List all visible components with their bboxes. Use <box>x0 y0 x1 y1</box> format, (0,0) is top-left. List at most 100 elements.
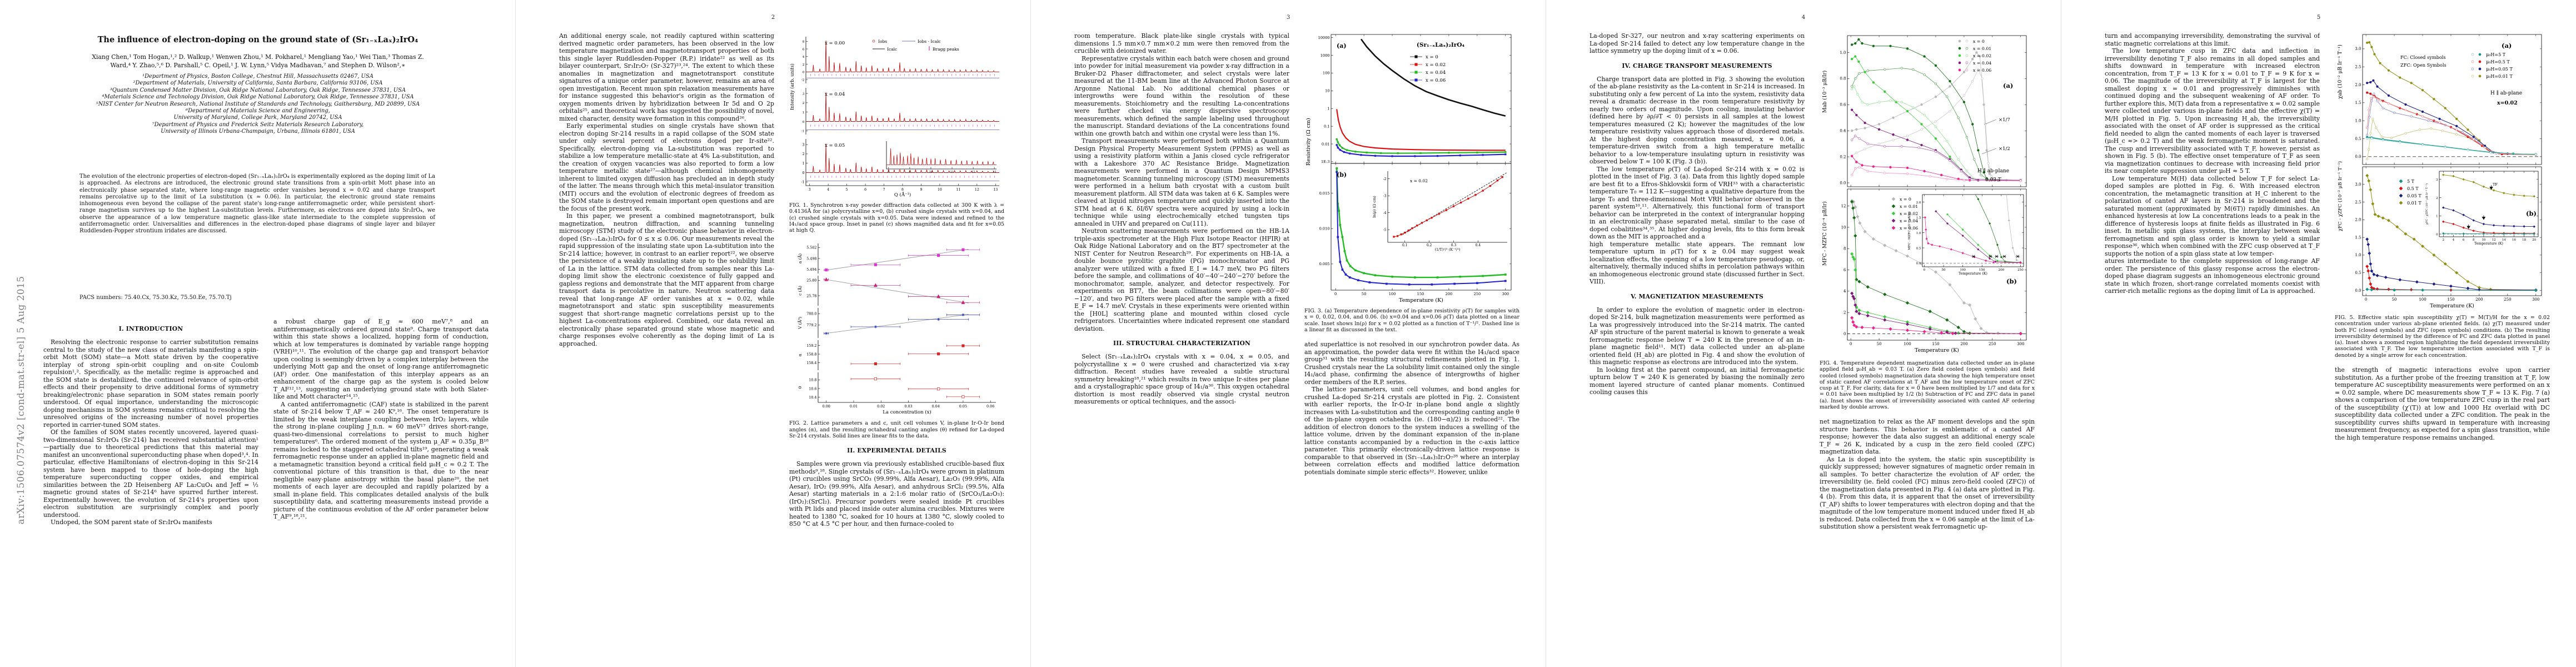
column-right: 1E-3 0.01 0.1 1 10 100 1000 10000 0 50 100 150 200 25… <box>1304 32 1519 476</box>
svg-text:2.5: 2.5 <box>2355 200 2361 205</box>
paragraph: La-doped Sr-327, our neutron and x-ray s… <box>1590 32 1805 54</box>
paragraph: As La is doped into the system, the stat… <box>1820 455 2035 531</box>
svg-text:8: 8 <box>803 41 805 44</box>
svg-text:Iobs: Iobs <box>878 39 887 44</box>
svg-text:2: 2 <box>803 152 805 156</box>
page-number: 2 <box>771 14 775 21</box>
svg-text:2: 2 <box>803 102 805 105</box>
svg-text:10: 10 <box>1325 89 1329 93</box>
svg-text:16: 16 <box>2512 238 2516 242</box>
svg-text:1: 1 <box>2436 215 2438 218</box>
svg-text:50: 50 <box>1877 342 1882 346</box>
svg-text:0: 0 <box>803 71 805 74</box>
page-number: 5 <box>2316 14 2321 21</box>
title-block: The influence of electron-doping on the … <box>36 34 480 136</box>
svg-text:3.0: 3.0 <box>2355 47 2361 51</box>
svg-text:100: 100 <box>1960 268 1966 272</box>
paragraph: In this paper, we present a combined mag… <box>559 212 774 347</box>
paragraph: high temperature metallic state appears.… <box>1590 240 1805 286</box>
svg-text:Mab (10⁻³ μB/Ir): Mab (10⁻³ μB/Ir) <box>1822 71 1828 113</box>
svg-text:8: 8 <box>1843 247 1846 251</box>
svg-text:100: 100 <box>1904 342 1911 346</box>
columns: I. INTRODUCTION Resolving the electronic … <box>43 318 489 526</box>
column-left: La-doped Sr-327, our neutron and x-ray s… <box>1590 32 1805 531</box>
section-heading: III. STRUCTURAL CHARACTERIZATION <box>1113 340 1250 347</box>
svg-text:10000: 10000 <box>1318 36 1330 40</box>
svg-text:1.5: 1.5 <box>2355 101 2361 105</box>
svg-text:150: 150 <box>2447 297 2454 302</box>
svg-text:-2: -2 <box>1383 177 1387 181</box>
svg-text:4: 4 <box>1843 289 1846 293</box>
svg-text:0.4: 0.4 <box>1840 128 1846 133</box>
figure-fig3: 1E-3 0.01 0.1 1 10 100 1000 10000 0 50 100 150 200 25… <box>1306 34 1512 303</box>
svg-text:0.2: 0.2 <box>1840 155 1846 159</box>
column-left: room temperature. Black plate-like singl… <box>1074 32 1289 476</box>
page-1: The influence of electron-doping on the … <box>0 0 515 667</box>
paragraph: The low temperature cusp in ZFC data and… <box>2105 47 2320 175</box>
svg-text:150: 150 <box>1417 292 1424 296</box>
affiliation: ³Quantum Condensed Matter Division, Oak … <box>109 87 406 93</box>
svg-text:20: 20 <box>2532 238 2536 242</box>
affiliations: ¹Department of Physics, Boston College, … <box>36 73 480 136</box>
svg-text:La concentration (x): La concentration (x) <box>883 409 931 415</box>
svg-text:0: 0 <box>1924 268 1926 272</box>
column-left: An additional energy scale, not readily … <box>559 32 774 528</box>
svg-text:ln(ρ) (Ω cm): ln(ρ) (Ω cm) <box>1372 196 1377 218</box>
svg-text:Q (Å⁻¹): Q (Å⁻¹) <box>894 191 911 198</box>
paragraph: Low temperature M(H) data collected belo… <box>2105 175 2320 257</box>
svg-text:18: 18 <box>2522 238 2526 242</box>
svg-text:x = 0.01: x = 0.01 <box>1900 204 1918 209</box>
paragraph: Neutron scattering measurements were per… <box>1074 227 1289 332</box>
svg-text:10.4: 10.4 <box>809 395 816 400</box>
svg-text:0.05 T: 0.05 T <box>2407 193 2421 198</box>
svg-text:12: 12 <box>975 188 979 192</box>
svg-text:-2: -2 <box>801 78 805 82</box>
svg-text:(Sr₁₋ₓLaₓ)₂IrO₄: (Sr₁₋ₓLaₓ)₂IrO₄ <box>1417 42 1465 48</box>
svg-text:0.005: 0.005 <box>1319 262 1330 266</box>
affiliation: University of Illinois Urbana-Champaign,… <box>161 128 355 135</box>
page-number: 3 <box>1286 14 1291 21</box>
svg-text:c (Å): c (Å) <box>798 286 803 296</box>
svg-text:Temperature (K): Temperature (K) <box>2430 303 2474 309</box>
svg-text:Bragg peaks: Bragg peaks <box>933 47 959 52</box>
paragraph: The low temperature ρ(T) of La-doped Sr-… <box>1590 165 1805 241</box>
columns: La-doped Sr-327, our neutron and x-ray s… <box>1590 32 2035 531</box>
svg-text:3: 3 <box>803 92 805 96</box>
svg-text:1E-3: 1E-3 <box>1321 160 1330 164</box>
svg-text:6: 6 <box>2463 238 2465 242</box>
paragraph: Of the families of SOM states recently u… <box>43 429 258 519</box>
svg-text:200: 200 <box>2475 297 2483 302</box>
svg-text:x = 0.06: x = 0.06 <box>1426 78 1446 83</box>
page-5: 5 turn and accompanying irreversibility, … <box>2061 0 2576 667</box>
svg-text:10.8: 10.8 <box>809 378 816 382</box>
svg-text:x = 0.06: x = 0.06 <box>1900 226 1918 231</box>
svg-text:5: 5 <box>846 188 848 192</box>
svg-text:0.2: 0.2 <box>1427 243 1432 247</box>
paragraph: An additional energy scale, not readily … <box>559 32 774 122</box>
svg-text:(a): (a) <box>1337 42 1347 49</box>
section-heading: V. MAGNETIZATION MEASUREMENTS <box>1631 292 1763 300</box>
paragraph: Charge transport data are plotted in Fig… <box>1590 75 1805 166</box>
svg-text:4: 4 <box>827 188 829 192</box>
svg-text:25.80: 25.80 <box>806 278 816 283</box>
svg-text:1: 1 <box>803 162 805 166</box>
paragraph: Samples were grown via previously establ… <box>789 460 1004 528</box>
figure-fig5: 0.00.51.01.52.02.53.00 50 100 150 200 250 3000… <box>2337 34 2542 309</box>
section-heading: II. EXPERIMENTAL DETAILS <box>847 447 946 455</box>
svg-text:6: 6 <box>803 48 805 51</box>
pacs-line: PACS numbers: 75.40.Cx, 75.30.Kz, 75.50.… <box>79 295 232 301</box>
svg-text:x = 0.04: x = 0.04 <box>1426 70 1446 76</box>
svg-text:x = 0.01: x = 0.01 <box>1973 46 1991 51</box>
section-heading: I. INTRODUCTION <box>118 325 183 332</box>
page-number: 4 <box>1801 14 1806 21</box>
svg-text:0.5: 0.5 <box>2355 271 2361 275</box>
svg-text:(a): (a) <box>2003 82 2013 89</box>
svg-text:11: 11 <box>950 171 954 174</box>
svg-text:150: 150 <box>1979 268 1985 272</box>
svg-text:×1/2: ×1/2 <box>1999 146 2010 152</box>
figure-caption: FIG. 1. Synchrotron x-ray powder diffrac… <box>789 202 1004 234</box>
svg-text:x = 0.04: x = 0.04 <box>825 92 845 97</box>
svg-text:θ: θ <box>798 386 803 389</box>
